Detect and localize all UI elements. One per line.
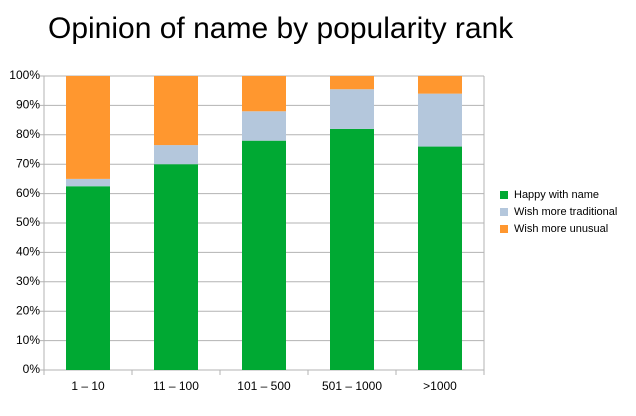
bar-segment: [418, 93, 462, 147]
y-tick-label: 80%: [16, 127, 40, 141]
legend-label: Happy with name: [514, 189, 599, 201]
bar-segment: [66, 186, 110, 370]
y-tick-label: 40%: [16, 245, 40, 259]
y-tick-label: 20%: [16, 303, 40, 317]
legend-swatch: [500, 191, 508, 199]
x-tick-label: 11 – 100: [153, 379, 199, 393]
legend-swatch: [500, 208, 508, 216]
bar-segment: [242, 111, 286, 141]
bar-segment: [154, 164, 198, 370]
y-tick-label: 30%: [16, 274, 40, 288]
y-tick-label: 10%: [16, 333, 40, 347]
bar-segment: [242, 76, 286, 112]
bar-segment: [242, 140, 286, 370]
legend-label: Wish more traditional: [514, 206, 617, 218]
bar-segment: [66, 178, 110, 187]
y-tick-label: 70%: [16, 156, 40, 170]
y-tick-label: 0%: [23, 362, 41, 376]
y-tick-label: 100%: [9, 68, 40, 82]
bar-segment: [418, 76, 462, 94]
legend-swatch: [500, 225, 508, 233]
legend-label: Wish more unusual: [514, 223, 608, 235]
y-tick-label: 60%: [16, 186, 40, 200]
bar-segment: [330, 128, 374, 370]
bar-segment: [66, 76, 110, 179]
x-tick-label: 1 – 10: [71, 379, 105, 393]
bar-segment: [154, 76, 198, 146]
x-tick-label: >1000: [423, 379, 457, 393]
bar-segment: [330, 89, 374, 129]
y-tick-label: 90%: [16, 98, 40, 112]
y-tick-label: 50%: [16, 215, 40, 229]
bar-segment: [154, 145, 198, 165]
chart-title: Opinion of name by popularity rank: [48, 12, 514, 45]
bar-segment: [330, 76, 374, 90]
x-tick-label: 501 – 1000: [322, 379, 382, 393]
bar-segment: [418, 146, 462, 370]
x-tick-label: 101 – 500: [237, 379, 291, 393]
